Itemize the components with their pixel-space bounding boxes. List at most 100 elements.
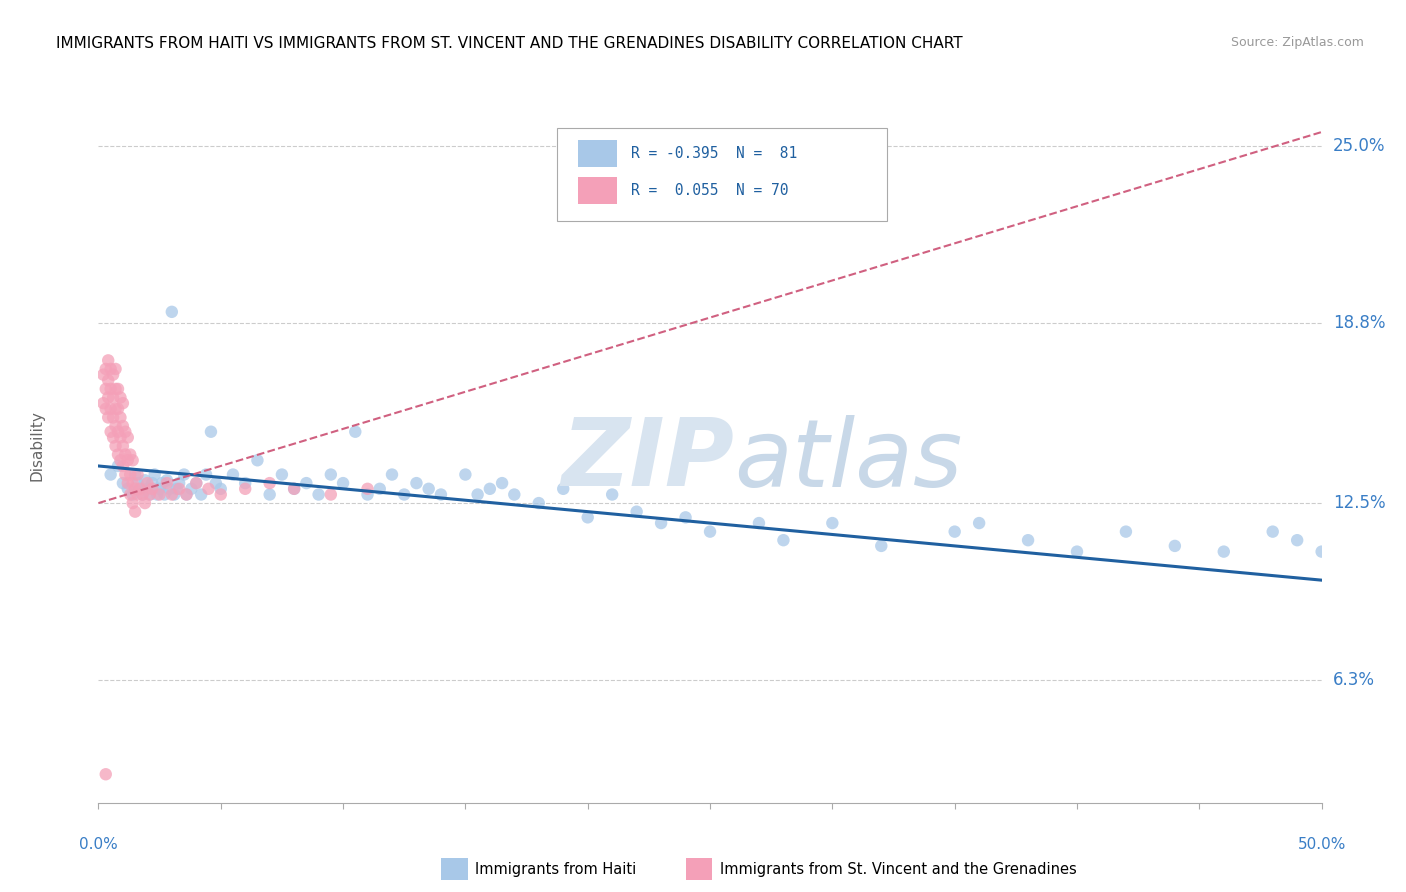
Point	[160, 487, 183, 501]
Point	[246, 453, 269, 467]
Point	[870, 539, 893, 553]
Point	[478, 482, 501, 496]
Point	[356, 482, 378, 496]
Point	[195, 467, 218, 482]
Point	[111, 419, 134, 434]
Point	[283, 482, 305, 496]
Point	[114, 448, 136, 462]
Text: 6.3%: 6.3%	[1333, 671, 1375, 689]
Point	[209, 482, 232, 496]
Point	[270, 467, 294, 482]
Point	[131, 487, 153, 501]
Point	[149, 482, 172, 496]
Point	[117, 482, 139, 496]
Point	[176, 487, 198, 501]
Point	[139, 487, 162, 501]
Point	[124, 467, 146, 482]
Point	[319, 487, 342, 501]
Point	[467, 487, 489, 501]
Point	[127, 476, 149, 491]
Point	[259, 476, 281, 491]
Point	[233, 482, 256, 496]
Point	[141, 476, 163, 491]
Point	[233, 476, 256, 491]
Point	[186, 476, 208, 491]
Point	[319, 467, 342, 482]
Point	[675, 510, 697, 524]
Point	[100, 467, 122, 482]
Point	[117, 430, 139, 444]
Point	[167, 476, 190, 491]
Point	[104, 382, 127, 396]
Point	[97, 353, 120, 368]
Point	[821, 516, 844, 530]
Point	[1115, 524, 1137, 539]
Bar	[686, 858, 713, 880]
Point	[772, 533, 794, 548]
Point	[100, 362, 122, 376]
Point	[153, 487, 176, 501]
Point	[94, 382, 117, 396]
Point	[392, 487, 416, 501]
Point	[141, 482, 163, 496]
Point	[150, 476, 173, 491]
Point	[197, 482, 219, 496]
Point	[344, 425, 367, 439]
Point	[136, 476, 159, 491]
Point	[101, 368, 124, 382]
Point	[295, 476, 318, 491]
Point	[120, 487, 142, 501]
Point	[1310, 544, 1333, 558]
Point	[117, 476, 139, 491]
Point	[748, 516, 770, 530]
Point	[146, 487, 169, 501]
Point	[167, 482, 190, 496]
Text: 12.5%: 12.5%	[1333, 494, 1385, 512]
Point	[114, 467, 136, 482]
Point	[111, 476, 134, 491]
Point	[121, 487, 143, 501]
Point	[283, 482, 305, 496]
Point	[356, 487, 378, 501]
Text: R =  0.055  N = 70: R = 0.055 N = 70	[630, 183, 787, 198]
Point	[129, 482, 152, 496]
Point	[117, 453, 139, 467]
Point	[121, 476, 143, 491]
Point	[1286, 533, 1309, 548]
Point	[129, 482, 152, 496]
Point	[308, 487, 330, 501]
Point	[143, 467, 166, 482]
Point	[107, 425, 129, 439]
FancyBboxPatch shape	[557, 128, 887, 221]
Point	[205, 476, 228, 491]
Point	[576, 510, 599, 524]
Point	[124, 505, 146, 519]
Point	[160, 305, 183, 319]
Point	[111, 458, 134, 473]
Text: IMMIGRANTS FROM HAITI VS IMMIGRANTS FROM ST. VINCENT AND THE GRENADINES DISABILI: IMMIGRANTS FROM HAITI VS IMMIGRANTS FROM…	[56, 36, 963, 51]
Point	[111, 396, 134, 410]
Point	[91, 368, 114, 382]
Point	[368, 482, 391, 496]
Point	[381, 467, 404, 482]
Bar	[578, 140, 617, 167]
Point	[173, 467, 195, 482]
Point	[120, 448, 142, 462]
Point	[943, 524, 966, 539]
Text: 50.0%: 50.0%	[1298, 837, 1346, 852]
Point	[121, 496, 143, 510]
Point	[156, 476, 179, 491]
Point	[149, 487, 172, 501]
Point	[100, 425, 122, 439]
Point	[110, 430, 132, 444]
Point	[139, 487, 162, 501]
Point	[180, 482, 202, 496]
Point	[1164, 539, 1187, 553]
Point	[200, 425, 222, 439]
Point	[111, 439, 134, 453]
Point	[1066, 544, 1088, 558]
Point	[1261, 524, 1284, 539]
Point	[107, 401, 129, 416]
Point	[110, 453, 132, 467]
Point	[1360, 524, 1382, 539]
